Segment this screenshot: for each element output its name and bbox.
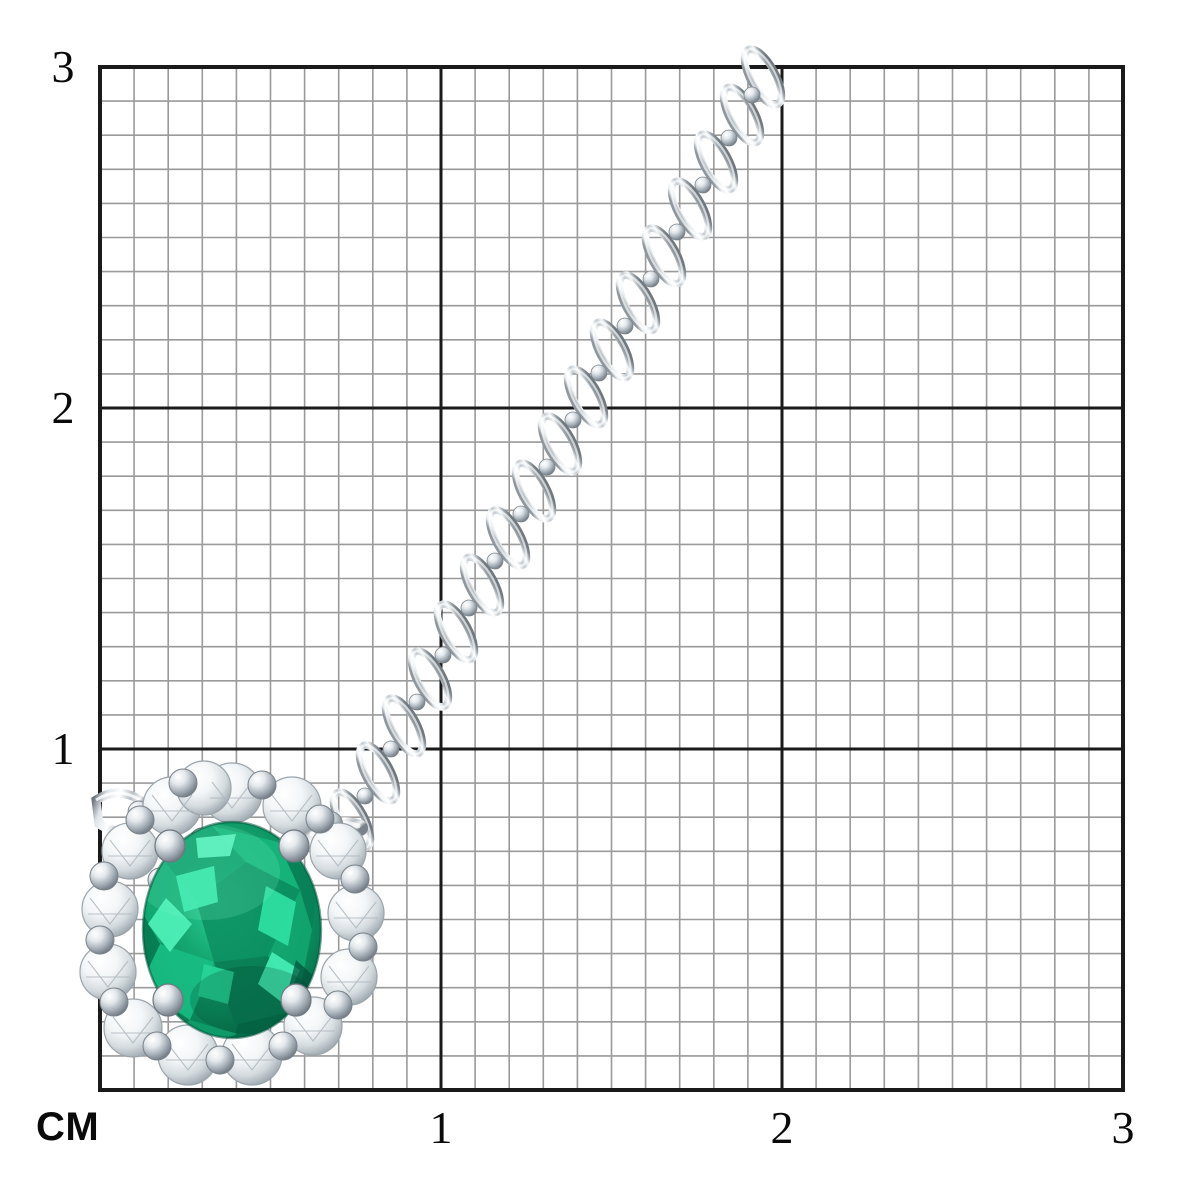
necklace-object (79, 44, 789, 1086)
stone-prongs (152, 829, 312, 1017)
major-gridlines (100, 67, 1123, 1090)
x-axis-label-3: 3 (1111, 1102, 1135, 1153)
prong-beads (85, 768, 378, 1075)
y-axis-label-2: 2 (51, 382, 75, 433)
y-axis-label-3: 3 (51, 41, 75, 92)
x-axis-label-2: 2 (770, 1102, 794, 1153)
y-axis-label-1: 1 (51, 723, 75, 774)
grid-border (98, 65, 1125, 1092)
unit-label-cm: CM (36, 1105, 100, 1149)
x-axis-label-1: 1 (429, 1102, 453, 1153)
chain (326, 44, 789, 853)
